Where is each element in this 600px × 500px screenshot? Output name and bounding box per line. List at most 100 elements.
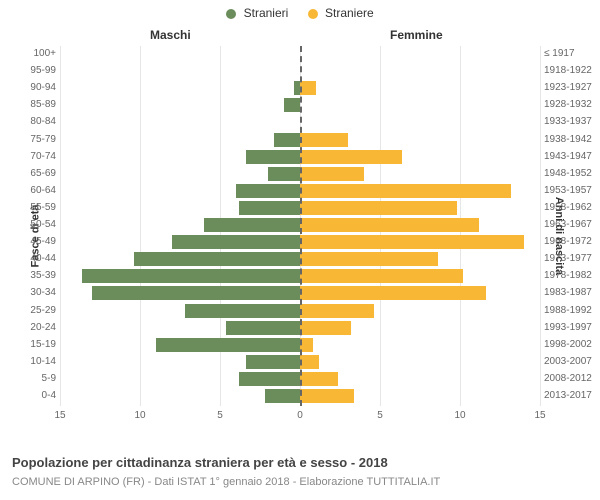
- x-tick: 5: [377, 410, 383, 421]
- legend-label-female: Straniere: [325, 6, 374, 20]
- x-tick: 5: [217, 410, 223, 421]
- bar-row-male: [60, 355, 300, 369]
- male-bars-area: [60, 46, 300, 406]
- bar-female: [300, 201, 457, 215]
- bar-row-male: [60, 321, 300, 335]
- birth-year-label: 2003-2007: [544, 355, 599, 369]
- bar-male: [204, 218, 300, 232]
- bar-female: [300, 372, 338, 386]
- age-label: 70-74: [6, 150, 56, 164]
- birth-year-label: ≤ 1917: [544, 47, 599, 61]
- bar-male: [82, 269, 300, 283]
- bar-male: [156, 338, 300, 352]
- bar-male: [239, 201, 300, 215]
- bar-row-male: [60, 64, 300, 78]
- male-half: 051015: [60, 46, 300, 426]
- bar-row-female: [300, 115, 540, 129]
- bar-row-male: [60, 218, 300, 232]
- age-label: 15-19: [6, 338, 56, 352]
- column-title-right: Femmine: [390, 28, 443, 42]
- bar-male: [265, 389, 300, 403]
- bar-row-male: [60, 304, 300, 318]
- age-label: 20-24: [6, 321, 56, 335]
- bar-row-male: [60, 115, 300, 129]
- birth-year-label: 1923-1927: [544, 81, 599, 95]
- bar-row-female: [300, 150, 540, 164]
- birth-year-label: 1933-1937: [544, 115, 599, 129]
- bar-row-male: [60, 252, 300, 266]
- age-label: 85-89: [6, 98, 56, 112]
- x-tick: 15: [534, 410, 545, 421]
- birth-year-label: 2013-2017: [544, 389, 599, 403]
- bar-row-male: [60, 372, 300, 386]
- bar-female: [300, 235, 524, 249]
- grid-line: [540, 46, 541, 406]
- age-label: 10-14: [6, 355, 56, 369]
- bar-row-male: [60, 150, 300, 164]
- bar-male: [268, 167, 300, 181]
- bar-row-female: [300, 269, 540, 283]
- bar-female: [300, 355, 319, 369]
- age-label: 45-49: [6, 235, 56, 249]
- legend: Stranieri Straniere: [0, 6, 600, 20]
- bar-male: [246, 355, 300, 369]
- x-tick: 10: [454, 410, 465, 421]
- bar-female: [300, 252, 438, 266]
- birth-year-label: 1983-1987: [544, 286, 599, 300]
- bar-row-female: [300, 184, 540, 198]
- birth-year-label: 2008-2012: [544, 372, 599, 386]
- birth-year-label: 1993-1997: [544, 321, 599, 335]
- legend-item-male: Stranieri: [226, 6, 288, 20]
- bar-male: [92, 286, 300, 300]
- bar-female: [300, 321, 351, 335]
- age-label: 25-29: [6, 304, 56, 318]
- age-label: 50-54: [6, 218, 56, 232]
- bar-male: [246, 150, 300, 164]
- bar-row-female: [300, 372, 540, 386]
- bar-female: [300, 389, 354, 403]
- bar-female: [300, 150, 402, 164]
- age-label: 0-4: [6, 389, 56, 403]
- bar-row-male: [60, 133, 300, 147]
- age-label: 5-9: [6, 372, 56, 386]
- bar-female: [300, 269, 463, 283]
- bar-row-male: [60, 201, 300, 215]
- birth-year-label: 1948-1952: [544, 167, 599, 181]
- bar-row-male: [60, 269, 300, 283]
- bar-male: [185, 304, 300, 318]
- age-label: 100+: [6, 47, 56, 61]
- bar-female: [300, 167, 364, 181]
- legend-label-male: Stranieri: [244, 6, 289, 20]
- bar-row-female: [300, 389, 540, 403]
- birth-year-label: 1918-1922: [544, 64, 599, 78]
- bar-male: [134, 252, 300, 266]
- bar-male: [274, 133, 300, 147]
- female-half: 51015: [300, 46, 540, 426]
- column-title-left: Maschi: [150, 28, 191, 42]
- x-axis-right: 51015: [300, 406, 540, 426]
- bar-row-female: [300, 286, 540, 300]
- bar-row-male: [60, 286, 300, 300]
- bar-row-female: [300, 133, 540, 147]
- birth-year-label: 1973-1977: [544, 252, 599, 266]
- population-pyramid-chart: Stranieri Straniere Maschi Femmine Fasce…: [0, 0, 600, 500]
- bar-female: [300, 81, 316, 95]
- bar-row-female: [300, 98, 540, 112]
- bar-row-male: [60, 184, 300, 198]
- bar-female: [300, 133, 348, 147]
- bar-row-male: [60, 47, 300, 61]
- center-axis-line: [300, 46, 302, 406]
- birth-year-label: 1953-1957: [544, 184, 599, 198]
- birth-year-label: 1958-1962: [544, 201, 599, 215]
- x-tick: 15: [54, 410, 65, 421]
- age-label: 55-59: [6, 201, 56, 215]
- x-tick: 10: [134, 410, 145, 421]
- bar-row-male: [60, 338, 300, 352]
- birth-year-label: 1988-1992: [544, 304, 599, 318]
- legend-swatch-female: [308, 9, 318, 19]
- caption-title: Popolazione per cittadinanza straniera p…: [12, 455, 388, 470]
- age-label: 35-39: [6, 269, 56, 283]
- bar-row-female: [300, 304, 540, 318]
- female-bars-area: [300, 46, 540, 406]
- bar-row-female: [300, 201, 540, 215]
